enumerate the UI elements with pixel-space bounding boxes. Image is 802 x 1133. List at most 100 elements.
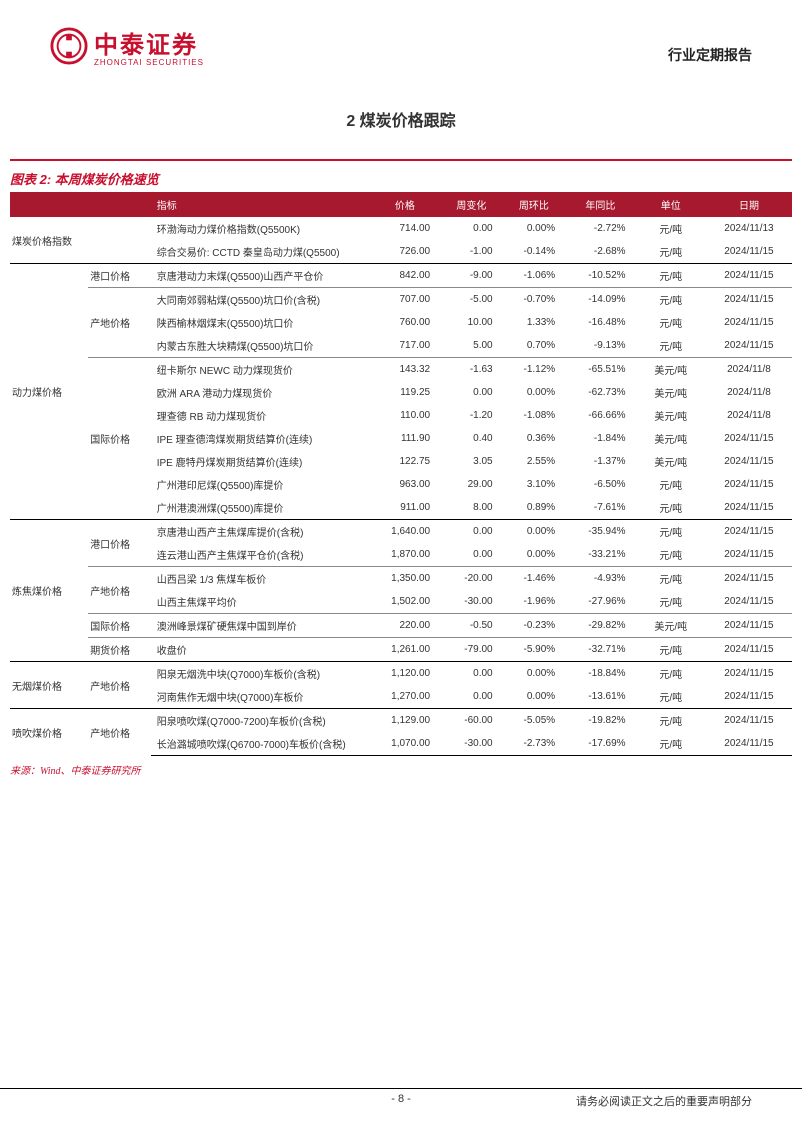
page-header: 中泰证券 ZHONGTAI SECURITIES 行业定期报告 bbox=[0, 0, 802, 77]
price-table-wrapper: 指标 价格 周变化 周环比 年同比 单位 日期 煤炭价格指数环渤海动力煤价格指数… bbox=[10, 192, 792, 756]
table-row: 无烟煤价格产地价格阳泉无烟洗中块(Q7000)车板价(含税)1,120.000.… bbox=[10, 662, 792, 686]
unit-cell: 元/吨 bbox=[636, 311, 706, 334]
subcategory-cell: 国际价格 bbox=[88, 358, 151, 520]
indicator-cell: 收盘价 bbox=[151, 638, 370, 662]
indicator-cell: 综合交易价: CCTD 秦皇岛动力煤(Q5500) bbox=[151, 240, 370, 264]
yoy-cell: -32.71% bbox=[565, 638, 635, 662]
table-row: 产地价格山西吕梁 1/3 焦煤车板价1,350.00-20.00-1.46%-4… bbox=[10, 567, 792, 591]
wchg-cell: -1.63 bbox=[440, 358, 503, 382]
unit-cell: 元/吨 bbox=[636, 520, 706, 544]
indicator-cell: 京唐港山西产主焦煤库提价(含税) bbox=[151, 520, 370, 544]
report-type-label: 行业定期报告 bbox=[668, 45, 752, 65]
subcategory-cell bbox=[88, 217, 151, 264]
wow-cell: -1.96% bbox=[503, 590, 566, 614]
unit-cell: 美元/吨 bbox=[636, 427, 706, 450]
subcategory-cell: 港口价格 bbox=[88, 264, 151, 288]
unit-cell: 元/吨 bbox=[636, 334, 706, 358]
wow-cell: 0.00% bbox=[503, 520, 566, 544]
indicator-cell: 澳洲峰景煤矿硬焦煤中国到岸价 bbox=[151, 614, 370, 638]
yoy-cell: -9.13% bbox=[565, 334, 635, 358]
indicator-cell: 广州港澳洲煤(Q5500)库提价 bbox=[151, 496, 370, 520]
date-cell: 2024/11/15 bbox=[706, 427, 792, 450]
price-cell: 1,270.00 bbox=[370, 685, 440, 709]
yoy-cell: -16.48% bbox=[565, 311, 635, 334]
coal-price-table: 指标 价格 周变化 周环比 年同比 单位 日期 煤炭价格指数环渤海动力煤价格指数… bbox=[10, 192, 792, 756]
company-name-cn: 中泰证券 bbox=[94, 32, 198, 59]
indicator-cell: 广州港印尼煤(Q5500)库提价 bbox=[151, 473, 370, 496]
indicator-cell: 长治潞城喷吹煤(Q6700-7000)车板价(含税) bbox=[151, 732, 370, 756]
price-cell: 760.00 bbox=[370, 311, 440, 334]
unit-cell: 美元/吨 bbox=[636, 450, 706, 473]
col-blank1 bbox=[10, 192, 88, 217]
wchg-cell: -1.20 bbox=[440, 404, 503, 427]
unit-cell: 元/吨 bbox=[636, 264, 706, 288]
yoy-cell: -17.69% bbox=[565, 732, 635, 756]
subcategory-cell: 期货价格 bbox=[88, 638, 151, 662]
table-title: 图表 2: 本周煤炭价格速览 bbox=[10, 169, 792, 188]
yoy-cell: -1.84% bbox=[565, 427, 635, 450]
indicator-cell: IPE 鹿特丹煤炭期货结算价(连续) bbox=[151, 450, 370, 473]
subcategory-cell: 港口价格 bbox=[88, 520, 151, 567]
unit-cell: 美元/吨 bbox=[636, 614, 706, 638]
price-cell: 111.90 bbox=[370, 427, 440, 450]
col-wchg: 周变化 bbox=[440, 192, 503, 217]
wchg-cell: -79.00 bbox=[440, 638, 503, 662]
wow-cell: 1.33% bbox=[503, 311, 566, 334]
indicator-cell: 山西主焦煤平均价 bbox=[151, 590, 370, 614]
indicator-cell: 纽卡斯尔 NEWC 动力煤现货价 bbox=[151, 358, 370, 382]
unit-cell: 元/吨 bbox=[636, 662, 706, 686]
unit-cell: 美元/吨 bbox=[636, 358, 706, 382]
price-cell: 726.00 bbox=[370, 240, 440, 264]
company-name-en: ZHONGTAI SECURITIES bbox=[94, 58, 204, 67]
wchg-cell: -30.00 bbox=[440, 590, 503, 614]
logo-icon bbox=[50, 27, 88, 65]
date-cell: 2024/11/15 bbox=[706, 638, 792, 662]
col-yoy: 年同比 bbox=[565, 192, 635, 217]
subcategory-cell: 产地价格 bbox=[88, 662, 151, 709]
wow-cell: -2.73% bbox=[503, 732, 566, 756]
yoy-cell: -10.52% bbox=[565, 264, 635, 288]
wchg-cell: 0.40 bbox=[440, 427, 503, 450]
wchg-cell: -1.00 bbox=[440, 240, 503, 264]
yoy-cell: -6.50% bbox=[565, 473, 635, 496]
price-cell: 1,870.00 bbox=[370, 543, 440, 567]
yoy-cell: -2.72% bbox=[565, 217, 635, 240]
date-cell: 2024/11/15 bbox=[706, 240, 792, 264]
unit-cell: 元/吨 bbox=[636, 543, 706, 567]
subcategory-cell: 产地价格 bbox=[88, 709, 151, 756]
wow-cell: -5.90% bbox=[503, 638, 566, 662]
table-row: 动力煤价格港口价格京唐港动力末煤(Q5500)山西产平仓价842.00-9.00… bbox=[10, 264, 792, 288]
category-cell: 喷吹煤价格 bbox=[10, 709, 88, 756]
date-cell: 2024/11/15 bbox=[706, 614, 792, 638]
unit-cell: 元/吨 bbox=[636, 473, 706, 496]
wow-cell: 0.00% bbox=[503, 662, 566, 686]
subcategory-cell: 国际价格 bbox=[88, 614, 151, 638]
wchg-cell: 0.00 bbox=[440, 381, 503, 404]
wow-cell: 0.00% bbox=[503, 381, 566, 404]
date-cell: 2024/11/15 bbox=[706, 473, 792, 496]
table-row: 喷吹煤价格产地价格阳泉喷吹煤(Q7000-7200)车板价(含税)1,129.0… bbox=[10, 709, 792, 733]
price-cell: 122.75 bbox=[370, 450, 440, 473]
date-cell: 2024/11/8 bbox=[706, 358, 792, 382]
indicator-cell: 环渤海动力煤价格指数(Q5500K) bbox=[151, 217, 370, 240]
wow-cell: 0.89% bbox=[503, 496, 566, 520]
category-cell: 煤炭价格指数 bbox=[10, 217, 88, 264]
wchg-cell: -20.00 bbox=[440, 567, 503, 591]
category-cell: 动力煤价格 bbox=[10, 264, 88, 520]
wow-cell: -1.12% bbox=[503, 358, 566, 382]
yoy-cell: -1.37% bbox=[565, 450, 635, 473]
col-blank2 bbox=[88, 192, 151, 217]
date-cell: 2024/11/15 bbox=[706, 709, 792, 733]
indicator-cell: 阳泉无烟洗中块(Q7000)车板价(含税) bbox=[151, 662, 370, 686]
category-cell: 炼焦煤价格 bbox=[10, 520, 88, 662]
unit-cell: 元/吨 bbox=[636, 288, 706, 312]
yoy-cell: -13.61% bbox=[565, 685, 635, 709]
wchg-cell: 0.00 bbox=[440, 543, 503, 567]
col-date: 日期 bbox=[706, 192, 792, 217]
price-cell: 1,120.00 bbox=[370, 662, 440, 686]
wchg-cell: -5.00 bbox=[440, 288, 503, 312]
col-indicator: 指标 bbox=[151, 192, 370, 217]
price-cell: 1,350.00 bbox=[370, 567, 440, 591]
page-footer: - 8 - 请务必阅读正文之后的重要声明部分 bbox=[0, 1088, 802, 1109]
indicator-cell: 理查德 RB 动力煤现货价 bbox=[151, 404, 370, 427]
